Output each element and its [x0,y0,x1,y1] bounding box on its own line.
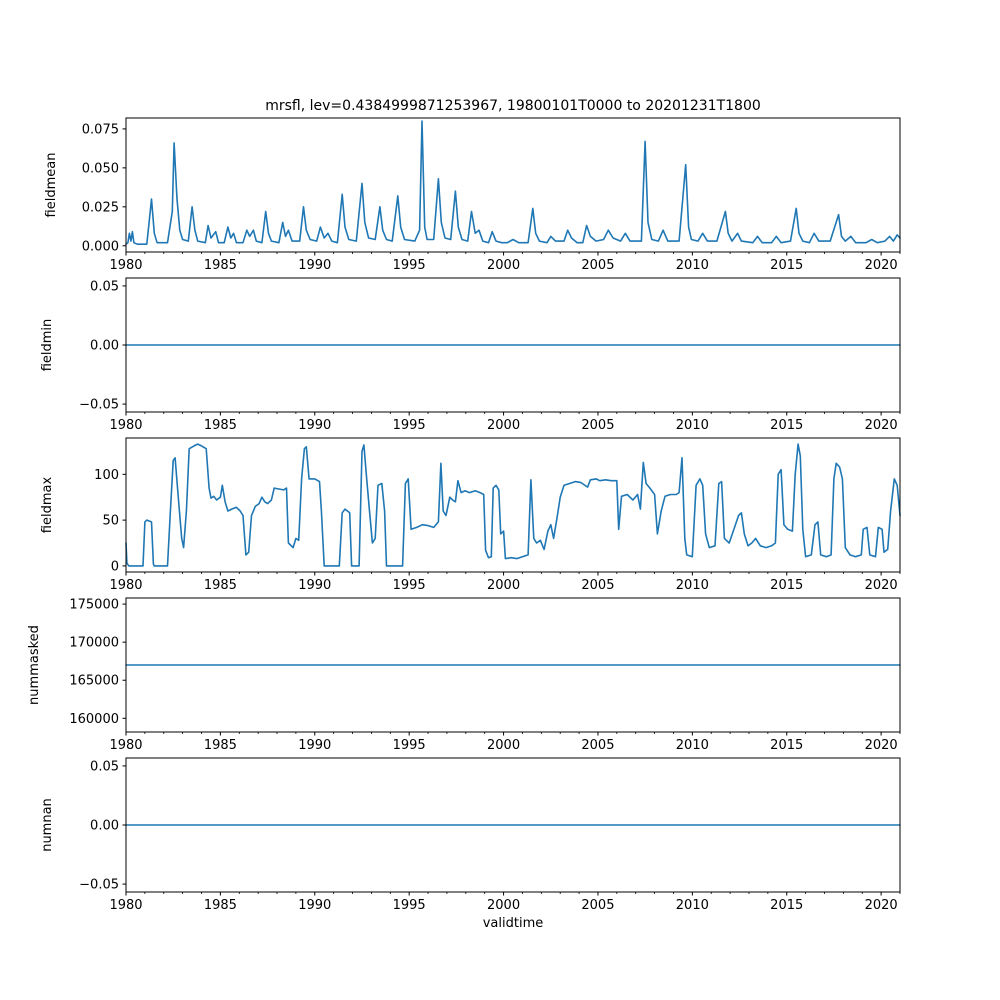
x-tick-label: 1990 [298,898,331,913]
subplot-fieldmin: 1980 1985 1990 1995 2000 2005 2010 2015 2020 −0.0… [40,277,901,433]
x-tick-label: 1985 [204,898,237,913]
x-tick-label: 2005 [581,418,614,433]
x-tick-label: 1985 [204,578,237,593]
y-axis-label-numnan: numnan [40,798,55,852]
fieldmax-series-line [125,443,901,567]
y-tick-label: 170000 [69,636,119,651]
x-tick-label: 1985 [204,418,237,433]
x-tick-label: 2005 [581,738,614,753]
x-tick-label: 2020 [865,418,898,433]
y-tick-label: 0 [111,559,119,574]
x-tick-label: 2005 [581,258,614,273]
subplot-fieldmean: 1980 1985 1990 1995 2000 2005 2010 2015 2020 0.00… [44,117,901,273]
figure-title: mrsfl, lev=0.4384999871253967, 19800101T… [265,98,761,114]
axes-frame [125,597,901,733]
x-tick-label: 2000 [487,578,520,593]
x-tick-label: 1990 [298,578,331,593]
subplot-numnan: 1980 1985 1990 1995 2000 2005 2010 2015 2020 −0.0… [40,757,901,913]
y-tick-label: 175000 [69,598,119,613]
x-tick-label: 1990 [298,258,331,273]
x-tick-label: 1980 [109,418,142,433]
y-tick-label: 0.05 [90,759,119,774]
x-tick-label: 1980 [109,578,142,593]
x-tick-label: 2015 [770,418,803,433]
axes-frame [125,117,901,253]
fieldmean-series-line [125,120,901,245]
x-tick-label: 2005 [581,898,614,913]
x-tick-label: 1980 [109,738,142,753]
x-tick-label: 1995 [393,738,426,753]
y-axis-label-fieldmax: fieldmax [40,477,55,534]
y-axis-label-fieldmin: fieldmin [40,319,55,372]
x-tick-label: 2000 [487,258,520,273]
x-tick-label: 2010 [676,578,709,593]
y-tick-label: 50 [102,514,119,529]
y-tick-label: −0.05 [79,878,119,893]
x-tick-label: 2020 [865,258,898,273]
x-tick-label: 1995 [393,258,426,273]
y-tick-label: 0.000 [82,239,119,254]
x-axis-title: validtime [482,916,544,931]
axes-frame [125,437,901,573]
x-tick-label: 1985 [204,258,237,273]
x-tick-label: 2015 [770,898,803,913]
y-tick-label: 0.025 [82,200,119,215]
x-tick-label: 2010 [676,898,709,913]
x-tick-label: 1995 [393,418,426,433]
x-tick-label: 1995 [393,578,426,593]
x-tick-label: 2000 [487,898,520,913]
x-tick-label: 2020 [865,738,898,753]
x-tick-label: 2015 [770,738,803,753]
x-tick-label: 1995 [393,898,426,913]
x-tick-label: 1990 [298,738,331,753]
x-tick-label: 1980 [109,898,142,913]
y-axis-label-nummasked: nummasked [27,625,42,705]
y-tick-label: 165000 [69,674,119,689]
y-tick-label: 0.050 [82,161,119,176]
x-tick-label: 2000 [487,738,520,753]
y-tick-label: 0.05 [90,279,119,294]
subplot-fieldmax: 1980 1985 1990 1995 2000 2005 2010 2015 2020 0 50 1… [40,437,901,593]
subplot-nummasked: 1980 1985 1990 1995 2000 2005 2010 2015 2020 1600… [27,597,901,753]
y-tick-label: 0.075 [82,122,119,137]
y-tick-label: 100 [94,468,119,483]
y-tick-label: 160000 [69,712,119,727]
x-tick-label: 2015 [770,258,803,273]
y-tick-label: 0.00 [90,819,119,834]
x-tick-label: 2015 [770,578,803,593]
x-tick-label: 2020 [865,578,898,593]
x-tick-label: 1985 [204,738,237,753]
x-tick-label: 2020 [865,898,898,913]
x-tick-label: 2010 [676,418,709,433]
x-tick-label: 2000 [487,418,520,433]
x-tick-label: 1980 [109,258,142,273]
y-axis-label-fieldmean: fieldmean [44,153,59,218]
x-tick-label: 2010 [676,258,709,273]
x-tick-label: 2005 [581,578,614,593]
x-tick-label: 1990 [298,418,331,433]
y-tick-label: 0.00 [90,339,119,354]
x-tick-label: 2010 [676,738,709,753]
y-tick-label: −0.05 [79,398,119,413]
